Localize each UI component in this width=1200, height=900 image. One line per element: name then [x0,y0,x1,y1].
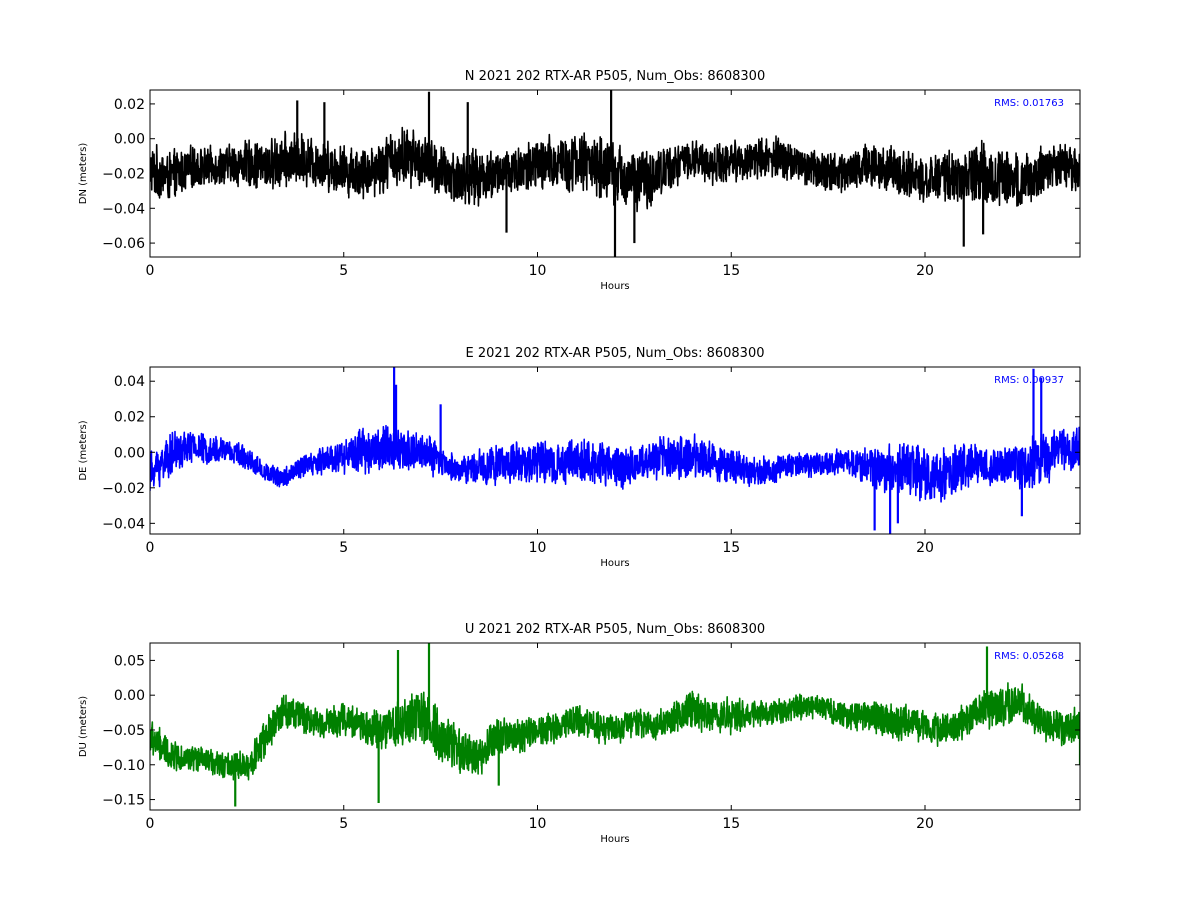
rms-label: RMS: 0.01763 [994,98,1064,109]
x-axis-label: Hours [600,834,629,845]
y-tick-label: 0.05 [114,653,145,669]
y-axis-label: DU (meters) [78,696,89,757]
panel-title: E 2021 202 RTX-AR P505, Num_Obs: 8608300 [466,346,765,361]
axes-frame [149,642,1081,811]
series-trace [150,682,1080,781]
y-tick-label: −0.04 [102,201,145,217]
data-layer [150,90,1080,257]
y-axis-label: DE (meters) [78,420,89,480]
y-tick-label: −0.02 [102,167,145,183]
x-tick-label: 15 [722,540,740,556]
y-tick-label: −0.15 [102,793,145,809]
y-axis-label: DN (meters) [78,143,89,205]
x-tick-label: 10 [529,540,547,556]
x-axis-label: Hours [600,558,629,569]
x-tick-label: 5 [339,816,348,832]
panel-up: U 2021 202 RTX-AR P505, Num_Obs: 8608300… [78,622,1081,845]
y-tick-label: 0.04 [114,374,145,390]
y-tick-label: −0.04 [102,516,145,532]
panel-title: U 2021 202 RTX-AR P505, Num_Obs: 8608300 [465,622,765,637]
y-tick-label: 0.02 [114,410,145,426]
data-layer [150,367,1080,534]
axes-frame [149,366,1081,535]
x-tick-label: 10 [529,263,547,279]
x-tick-label: 20 [916,263,934,279]
data-layer [150,643,1080,807]
x-tick-label: 10 [529,816,547,832]
x-tick-label: 5 [339,263,348,279]
x-tick-label: 0 [146,816,155,832]
tick-layer: 0 5 10 15 20 0.02 0.00 −0.02 −0.04 −0.06 [102,90,1080,279]
y-tick-label: 0.00 [114,445,145,461]
tick-layer: 0 5 10 15 20 0.04 0.02 0.00 −0.02 −0.04 [102,367,1080,556]
x-tick-label: 5 [339,540,348,556]
x-tick-label: 0 [146,540,155,556]
x-tick-label: 0 [146,263,155,279]
panel-north: N 2021 202 RTX-AR P505, Num_Obs: 8608300… [78,69,1081,292]
panel-title: N 2021 202 RTX-AR P505, Num_Obs: 8608300 [465,69,765,84]
y-tick-label: −0.10 [102,758,145,774]
y-tick-label: −0.02 [102,481,145,497]
x-tick-label: 20 [916,816,934,832]
rms-label: RMS: 0.05268 [994,651,1064,662]
rms-label: RMS: 0.00937 [994,375,1064,386]
x-tick-label: 20 [916,540,934,556]
x-tick-label: 15 [722,263,740,279]
y-tick-label: 0.02 [114,97,145,113]
x-tick-label: 15 [722,816,740,832]
series-trace [150,424,1080,503]
y-tick-label: 0.00 [114,688,145,704]
y-tick-label: −0.05 [102,723,145,739]
x-axis-label: Hours [600,281,629,292]
axes-frame [149,89,1081,258]
panel-east: E 2021 202 RTX-AR P505, Num_Obs: 8608300… [78,346,1081,569]
y-tick-label: −0.06 [102,236,145,252]
tick-layer: 0 5 10 15 20 0.05 0.00 −0.05 −0.10 −0.15 [102,643,1080,832]
y-tick-label: 0.00 [114,132,145,148]
